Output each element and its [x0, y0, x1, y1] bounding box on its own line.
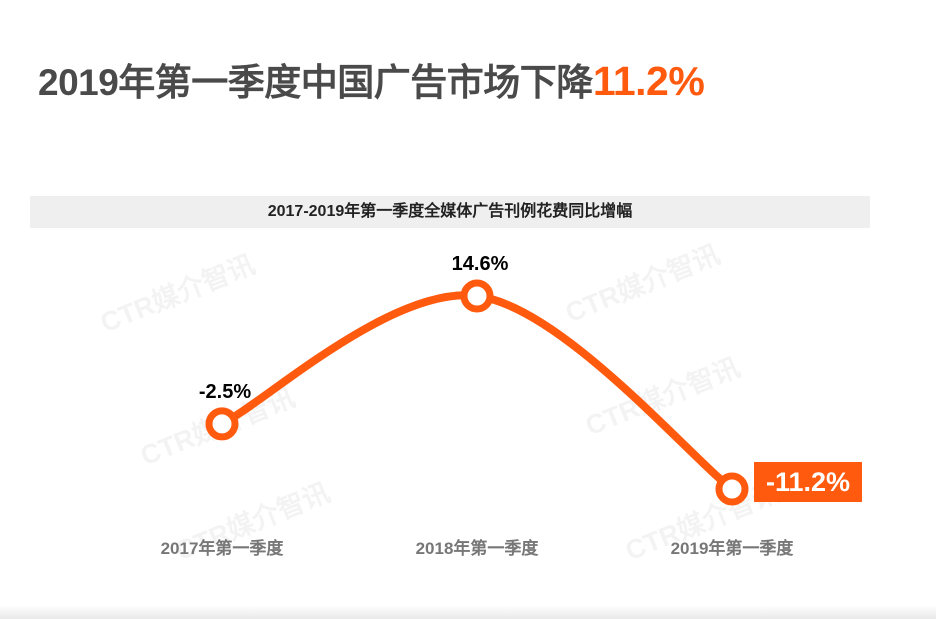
data-point-1	[205, 407, 239, 441]
data-label-2: 14.6%	[452, 253, 509, 275]
chart-title: 2017-2019年第一季度全媒体广告刊例花费同比增幅	[267, 203, 633, 220]
x-tick-label-1: 2017年第一季度	[161, 538, 285, 558]
page-title: 2019年第一季度中国广告市场下降11.2%	[38, 52, 705, 106]
page-title-text: 2019年第一季度中国广告市场下降	[38, 62, 593, 103]
data-label-1: -2.5%	[199, 381, 251, 403]
x-tick-label-2: 2018年第一季度	[416, 538, 540, 558]
page-title-accent: 11.2%	[592, 58, 705, 104]
data-label-3: -11.2%	[766, 467, 850, 497]
chart-title-bar: 2017-2019年第一季度全媒体广告刊例花费同比增幅	[30, 196, 870, 228]
series-line	[218, 291, 736, 493]
data-label-highlight-box	[754, 462, 862, 502]
bottom-shadow	[0, 605, 936, 619]
data-point-3	[715, 472, 749, 506]
data-point-2	[460, 279, 494, 313]
x-tick-label-3: 2019年第一季度	[671, 538, 795, 558]
